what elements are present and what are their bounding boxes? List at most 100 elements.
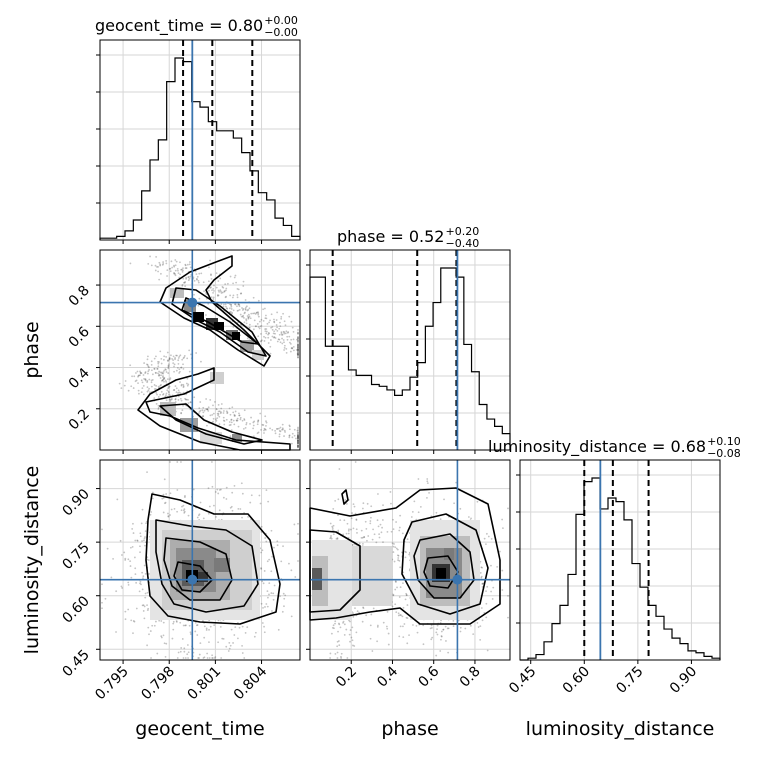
sample-point (197, 412, 200, 415)
sample-point (271, 555, 274, 558)
sample-point (372, 607, 375, 610)
sample-point (177, 399, 180, 401)
sample-point (222, 416, 225, 419)
x-tick-label: 0.795 (92, 664, 132, 704)
sample-point (295, 437, 297, 440)
sample-point (243, 312, 246, 315)
sample-point (145, 522, 147, 525)
sample-point (405, 616, 408, 619)
sample-point (234, 303, 236, 306)
sample-point (297, 343, 299, 346)
sample-point (225, 645, 228, 648)
sample-point (283, 597, 286, 600)
sample-point (180, 384, 183, 387)
sample-point (297, 441, 299, 444)
sample-point (297, 346, 299, 348)
sample-point (129, 565, 132, 567)
sample-point (288, 434, 291, 437)
sample-point (261, 580, 264, 583)
sample-point (225, 418, 228, 421)
sample-point (156, 367, 159, 370)
sample-point (132, 632, 134, 635)
sample-point (290, 320, 293, 323)
sample-point (283, 435, 285, 437)
sample-point (124, 559, 127, 561)
sample-point (241, 652, 244, 654)
sample-point (297, 440, 299, 442)
sample-point (355, 518, 358, 521)
sample-point (205, 314, 207, 316)
sample-point (278, 433, 281, 436)
sample-point (369, 520, 372, 522)
sample-point (212, 412, 215, 415)
sample-point (208, 628, 210, 631)
sample-point (256, 311, 258, 314)
sample-point (480, 576, 483, 579)
sample-point (290, 347, 293, 350)
sample-point (241, 309, 244, 311)
sample-point (364, 520, 367, 523)
sample-point (273, 330, 276, 333)
sample-point (401, 532, 404, 535)
sample-point (115, 631, 117, 633)
sample-point (133, 375, 136, 378)
sample-point (377, 525, 380, 528)
sample-point (143, 537, 146, 540)
sample-point (270, 326, 272, 329)
sample-point (397, 614, 400, 617)
sample-point (386, 530, 389, 533)
sample-point (157, 270, 159, 273)
sample-point (230, 505, 233, 508)
sample-point (140, 583, 142, 586)
sample-point (223, 303, 225, 306)
sample-point (297, 340, 299, 343)
sample-point (202, 406, 205, 409)
sample-point (162, 392, 165, 395)
sample-point (263, 429, 265, 432)
sample-point (265, 603, 268, 605)
sample-point (205, 408, 208, 410)
sample-point (167, 364, 170, 367)
sample-point (297, 439, 299, 442)
sample-point (273, 336, 276, 338)
sample-point (336, 640, 339, 643)
sample-point (431, 627, 433, 629)
sample-point (226, 411, 229, 414)
sample-point (276, 540, 279, 543)
sample-point (269, 319, 271, 322)
sample-point (284, 324, 287, 327)
sample-point (279, 426, 282, 429)
sample-point (183, 647, 186, 650)
sample-point (229, 275, 232, 278)
sample-point (393, 543, 395, 545)
sample-point (274, 332, 276, 335)
sample-point (245, 319, 248, 322)
sample-point (175, 354, 177, 357)
sample-point (275, 428, 278, 430)
sample-point (336, 645, 339, 648)
sample-point (166, 275, 168, 277)
sample-point (281, 423, 284, 426)
sample-point (140, 379, 143, 382)
sample-point (203, 656, 206, 659)
panel-phase-luminosity_distance (306, 459, 511, 664)
sample-point (196, 278, 198, 281)
sample-point (174, 385, 177, 387)
sample-point (217, 641, 220, 644)
sample-point (157, 360, 159, 363)
x-tick-label: 0.60 (560, 664, 593, 697)
sample-point (258, 327, 261, 330)
sample-point (339, 626, 342, 629)
sample-point (273, 320, 276, 323)
sample-point (211, 289, 213, 292)
sample-point (173, 365, 175, 368)
sample-point (173, 363, 176, 366)
sample-point (297, 352, 299, 354)
sample-point (252, 424, 255, 427)
sample-point (288, 424, 291, 427)
sample-point (148, 573, 150, 575)
sample-point (153, 357, 156, 360)
sample-point (159, 393, 162, 396)
sample-point (273, 336, 275, 339)
sample-point (282, 428, 284, 431)
